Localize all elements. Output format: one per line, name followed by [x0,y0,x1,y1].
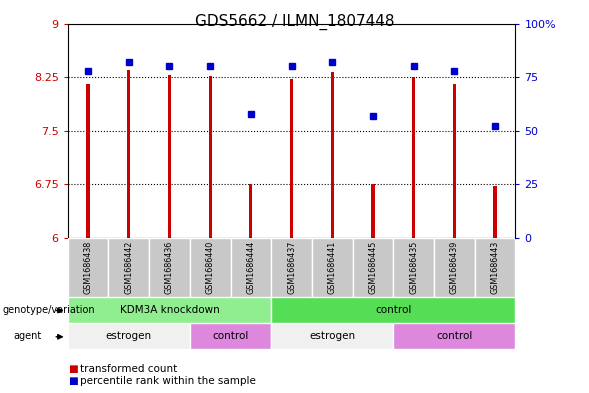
Bar [494,185,497,238]
Text: GSM1686438: GSM1686438 [84,241,92,294]
Text: ■: ■ [68,364,78,374]
Bar [271,238,312,297]
Text: GSM1686437: GSM1686437 [287,241,296,294]
Text: GSM1686444: GSM1686444 [246,241,256,294]
Text: GSM1686443: GSM1686443 [491,241,499,294]
Bar [312,238,353,297]
Text: GSM1686442: GSM1686442 [124,241,133,294]
Bar [168,75,171,238]
Bar [108,238,149,297]
Text: transformed count: transformed count [80,364,177,374]
Text: control: control [436,331,472,341]
Bar [271,323,393,349]
Text: GSM1686445: GSM1686445 [369,241,378,294]
Bar [68,238,108,297]
Bar [330,72,334,238]
Bar [249,184,253,238]
Bar [149,238,190,297]
Bar [393,238,434,297]
Text: control: control [212,331,249,341]
Text: genotype/variation: genotype/variation [3,305,95,315]
Text: GSM1686441: GSM1686441 [327,241,337,294]
Text: GSM1686436: GSM1686436 [165,241,174,294]
Text: ■: ■ [68,376,78,386]
Bar [190,323,271,349]
Text: estrogen: estrogen [105,331,152,341]
Bar [434,238,475,297]
Text: control: control [375,305,412,315]
Text: GSM1686439: GSM1686439 [450,241,459,294]
Bar [87,84,90,238]
Text: GDS5662 / ILMN_1807448: GDS5662 / ILMN_1807448 [195,14,394,30]
Text: GSM1686440: GSM1686440 [206,241,214,294]
Bar [127,70,130,238]
Text: GSM1686435: GSM1686435 [409,241,418,294]
Bar [290,79,293,238]
Text: estrogen: estrogen [309,331,355,341]
Bar [230,238,271,297]
Bar [453,84,456,238]
Bar [475,238,515,297]
Bar [271,297,515,323]
Text: percentile rank within the sample: percentile rank within the sample [80,376,256,386]
Bar [68,297,271,323]
Bar [190,238,230,297]
Bar [68,323,190,349]
Bar [412,77,415,238]
Bar [209,76,212,238]
Text: agent: agent [13,331,41,341]
Bar [353,238,393,297]
Bar [393,323,515,349]
Text: KDM3A knockdown: KDM3A knockdown [120,305,219,315]
Bar [371,184,375,238]
